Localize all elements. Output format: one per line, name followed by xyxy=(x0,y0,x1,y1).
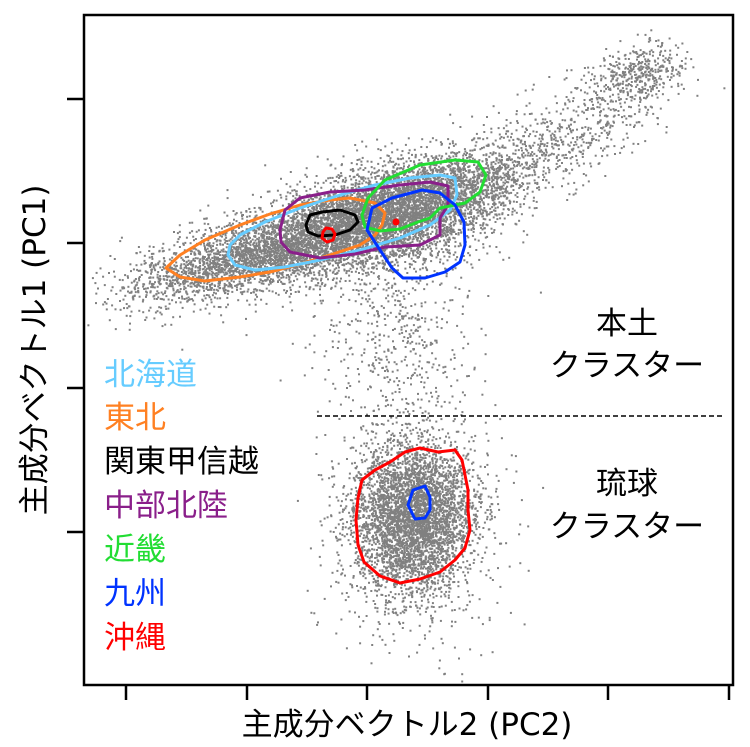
contour-okinawa-mainland xyxy=(320,226,337,244)
contour-okinawa-ryukyu xyxy=(354,446,472,585)
legend-item-hokkaido: 北海道 xyxy=(104,357,197,393)
mainland-cluster-label-line2: クラスター xyxy=(550,348,704,384)
y-axis-label: 主成分ベクトル1 (PC1) xyxy=(17,185,53,516)
x-axis-ticks xyxy=(124,685,731,700)
legend-item-kanto-koshinetsu: 関東甲信越 xyxy=(104,444,259,480)
contour-kyushu-ryukyu xyxy=(406,484,432,521)
ryukyu-cluster-label-line1: 琉球 xyxy=(596,466,658,502)
x-axis-label: 主成分ベクトル2 (PC2) xyxy=(242,707,573,743)
contour-chubu xyxy=(278,180,450,260)
plot-frame xyxy=(82,13,735,687)
contour-kyushu-mainland xyxy=(365,188,467,280)
contour-kinki xyxy=(360,158,488,233)
legend: 北海道 東北 関東甲信越 中部北陸 近畿 九州 沖縄 xyxy=(104,357,259,656)
mainland-cluster-label-line1: 本土 xyxy=(596,306,658,342)
red-dot xyxy=(392,218,400,226)
contour-kanto xyxy=(304,208,360,238)
legend-item-chubu-hokuriku: 中部北陸 xyxy=(104,488,228,524)
legend-item-tohoku: 東北 xyxy=(104,400,166,436)
legend-item-kinki: 近畿 xyxy=(104,532,166,568)
legend-item-okinawa: 沖縄 xyxy=(104,620,166,656)
density-contours xyxy=(164,158,488,585)
ryukyu-cluster-label-line2: クラスター xyxy=(550,509,704,545)
scatter-points xyxy=(87,29,726,683)
y-axis-ticks xyxy=(67,97,84,534)
legend-item-kyushu: 九州 xyxy=(104,576,166,612)
contour-tohoku xyxy=(164,196,387,283)
